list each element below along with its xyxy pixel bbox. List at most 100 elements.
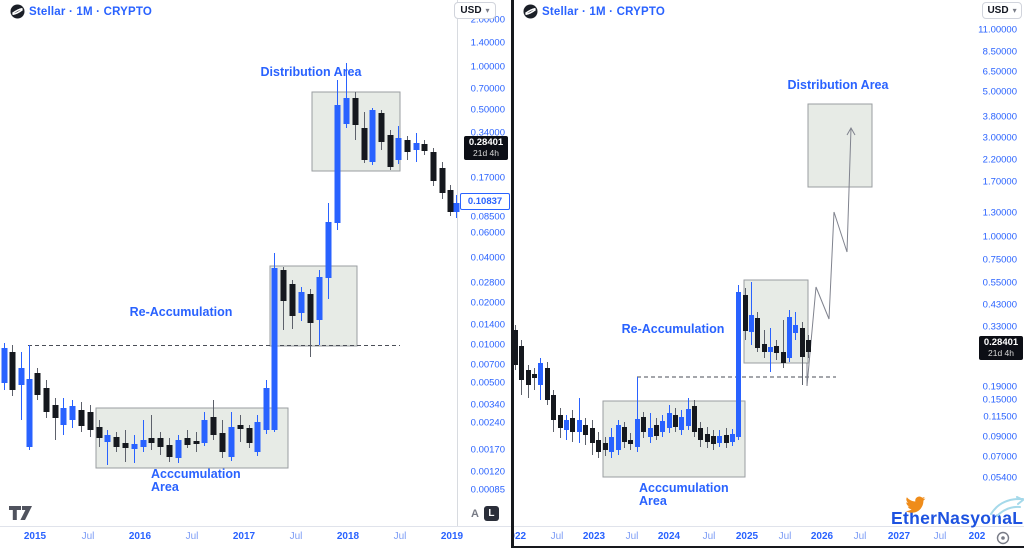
gear-inner-dot xyxy=(1001,536,1005,540)
price-tick-label: 0.75000 xyxy=(982,254,1017,266)
stellar-logo-swoosh2 xyxy=(12,8,23,16)
candle-down xyxy=(352,98,359,125)
stellar-logo-circle xyxy=(10,4,25,19)
month-tick-label: Jul xyxy=(853,531,867,542)
price-tick-label: 1.00000 xyxy=(470,61,505,73)
symbol-header-right: Stellar · 1M · CRYPTO xyxy=(523,4,665,19)
price-tick-label: 0.43000 xyxy=(982,299,1017,311)
distribution-area-label-left: Distribution Area xyxy=(260,65,362,79)
axis-settings-icon[interactable] xyxy=(995,530,1011,546)
candle-down xyxy=(705,434,710,442)
price-tick-label: 0.02800 xyxy=(470,277,505,289)
candle-up xyxy=(254,422,261,452)
auto-scale-button[interactable]: A xyxy=(471,507,479,520)
stellar-logo-swoosh2 xyxy=(525,8,536,16)
tradingview-logo[interactable] xyxy=(8,505,34,521)
candle-down xyxy=(558,415,563,428)
distribution-area-label-right: Distribution Area xyxy=(787,78,889,92)
candle-down xyxy=(113,437,120,447)
price-tick-label: 1.00000 xyxy=(982,231,1017,243)
candle-down xyxy=(96,427,103,438)
candle-down xyxy=(361,128,368,160)
candle-up xyxy=(793,325,798,333)
candle-up xyxy=(201,420,208,443)
symbol-title[interactable]: Stellar · 1M · CRYPTO xyxy=(542,5,666,18)
price-tick-label: 0.00340 xyxy=(470,399,505,411)
symbol-title[interactable]: Stellar · 1M · CRYPTO xyxy=(29,5,153,18)
price-tick-label: 0.00170 xyxy=(470,444,505,456)
candle-up xyxy=(667,413,672,428)
candle-down xyxy=(52,405,59,418)
candle-up xyxy=(316,277,323,320)
panel-divider[interactable] xyxy=(511,0,514,548)
candle-up xyxy=(787,317,792,358)
year-tick-label: 2019 xyxy=(440,531,464,542)
re-accumulation-label-right: Re-Accumulation xyxy=(621,322,725,336)
price-tick-label: 2.20000 xyxy=(982,154,1017,166)
candle-up xyxy=(26,379,33,447)
candle-down xyxy=(711,436,716,444)
log-scale-button[interactable]: L xyxy=(483,506,499,521)
candle-down xyxy=(596,440,601,452)
year-tick-label: 2026 xyxy=(810,531,834,542)
candle-down xyxy=(603,443,608,450)
candle-down xyxy=(430,152,437,181)
symbol-header-left: Stellar · 1M · CRYPTO xyxy=(10,4,152,19)
candle-down xyxy=(622,427,627,442)
accumulation-area-label-left: Acccumulation Area xyxy=(151,467,241,494)
candle-up xyxy=(413,143,420,150)
current-price-value: 0.28401 xyxy=(983,337,1019,348)
stellar-logo-swoosh xyxy=(525,7,536,15)
candle-up xyxy=(635,419,640,447)
candle-down xyxy=(387,135,394,167)
candle-up xyxy=(395,138,402,160)
stellar-logo-icon xyxy=(10,4,25,19)
candle-down xyxy=(551,395,556,420)
candle-up xyxy=(343,98,350,124)
candle-down xyxy=(378,113,385,142)
price-tick-label: 0.55000 xyxy=(982,277,1017,289)
candle-down xyxy=(673,415,678,427)
candle-up xyxy=(334,105,341,223)
stellar-logo-circle xyxy=(523,4,538,19)
candle-up xyxy=(298,292,305,313)
month-tick-label: Jul xyxy=(81,531,95,542)
candle-up xyxy=(325,222,332,278)
price-tick-label: 0.70000 xyxy=(470,83,505,95)
year-tick-label: 2022 xyxy=(513,531,527,542)
price-tick-label: 11.00000 xyxy=(978,24,1017,36)
candle-down xyxy=(148,438,155,443)
candle-down xyxy=(219,433,226,452)
candle-up xyxy=(717,436,722,443)
price-tick-label: 0.05400 xyxy=(982,472,1017,484)
year-tick-label: 2027 xyxy=(887,531,911,542)
chevron-down-icon: ▾ xyxy=(1012,6,1017,15)
candle-down xyxy=(307,294,314,323)
candle-up xyxy=(18,368,25,385)
candle-down xyxy=(447,190,454,212)
candle-down xyxy=(641,417,646,432)
price-tick-label: 0.02000 xyxy=(470,297,505,309)
currency-dropdown-right[interactable]: USD ▾ xyxy=(982,2,1022,19)
candle-up xyxy=(648,428,653,437)
candle-up xyxy=(564,420,569,430)
candle-up xyxy=(271,268,278,430)
price-tick-label: 0.15000 xyxy=(982,394,1017,406)
price-tick-label: 3.80000 xyxy=(982,111,1017,123)
candle-down xyxy=(34,373,41,395)
currency-dropdown-left[interactable]: USD ▾ xyxy=(454,2,496,19)
candle-down xyxy=(280,270,287,301)
candle-up xyxy=(140,440,147,447)
current-price-tag-left: 0.28401 21d 4h xyxy=(464,136,508,160)
candle-up xyxy=(660,421,665,432)
price-tick-label: 2.00000 xyxy=(470,14,505,26)
candle-down xyxy=(513,330,518,365)
candle-down xyxy=(122,443,129,448)
candle-up xyxy=(609,437,614,452)
candle-down xyxy=(755,318,760,348)
chart-panel-left: Stellar · 1M · CRYPTO USD ▾ 2.00000 1.40000 1… xyxy=(0,0,511,548)
month-tick-label: Jul xyxy=(702,531,716,542)
price-tick-label: 0.08500 xyxy=(470,211,505,223)
candle-down xyxy=(404,140,411,152)
